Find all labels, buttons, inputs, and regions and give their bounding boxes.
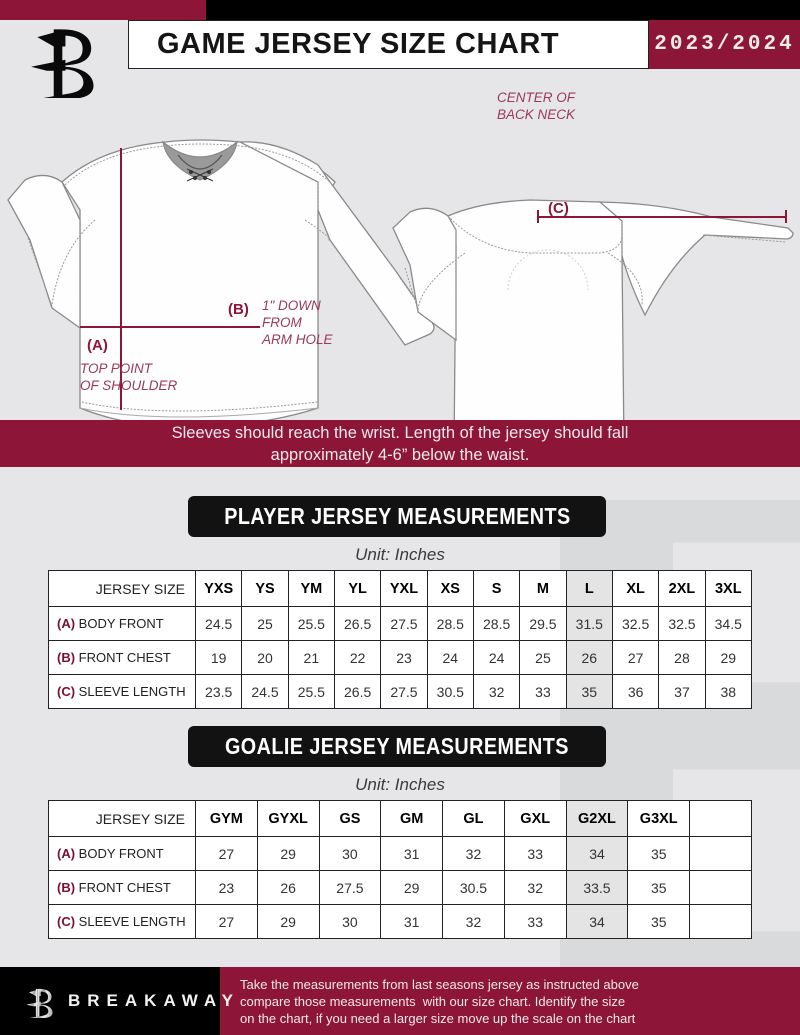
svg-text:(B): (B) (228, 301, 249, 318)
svg-text:ARM HOLE: ARM HOLE (261, 332, 334, 347)
svg-text:1" DOWN: 1" DOWN (262, 298, 321, 313)
svg-text:(A): (A) (87, 337, 108, 354)
svg-text:CENTER OF: CENTER OF (497, 90, 576, 105)
svg-text:OF SHOULDER: OF SHOULDER (80, 378, 178, 393)
svg-text:TOP POINT: TOP POINT (80, 361, 154, 376)
svg-text:BACK NECK: BACK NECK (497, 107, 576, 122)
svg-text:(C): (C) (548, 200, 569, 217)
svg-text:FROM: FROM (262, 315, 302, 330)
